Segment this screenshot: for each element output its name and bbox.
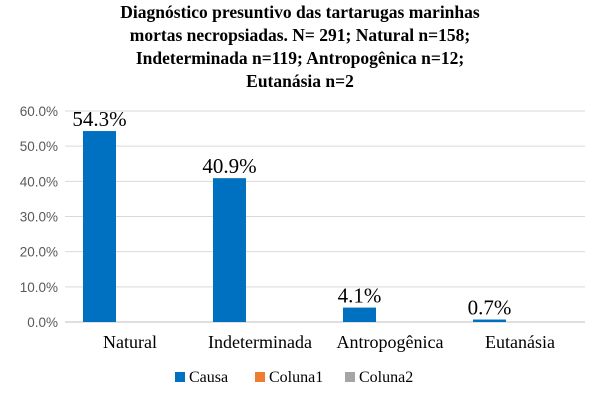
- chart-title-line-1: Diagnóstico presuntivo das tartarugas ma…: [120, 2, 480, 22]
- x-tick-label: Antropogênica: [337, 332, 444, 352]
- x-tick-label: Eutanásia: [485, 332, 555, 352]
- bar: [473, 319, 506, 322]
- bar: [343, 307, 376, 322]
- legend-label: Causa: [189, 369, 228, 386]
- bars: [83, 131, 506, 322]
- y-axis-ticks: 0.0% 10.0% 20.0% 30.0% 40.0% 50.0% 60.0%: [20, 104, 58, 330]
- legend: Causa Coluna1 Coluna2: [175, 369, 413, 386]
- chart-title-line-4: Eutanásia n=2: [246, 71, 354, 91]
- legend-label: Coluna1: [269, 369, 323, 386]
- y-tick-label: 0.0%: [27, 315, 58, 330]
- chart-title: Diagnóstico presuntivo das tartarugas ma…: [120, 2, 480, 91]
- y-tick-label: 60.0%: [20, 104, 58, 119]
- chart-title-line-3: Indeterminada n=119; Antropogênica n=12;: [136, 48, 464, 68]
- legend-swatch: [255, 372, 265, 382]
- legend-label: Coluna2: [359, 369, 413, 386]
- bar: [83, 131, 116, 322]
- x-tick-label: Natural: [103, 332, 157, 352]
- data-labels: 54.3% 40.9% 4.1% 0.7%: [72, 107, 511, 319]
- data-label: 54.3%: [72, 107, 126, 131]
- chart-title-line-2: mortas necropsiadas. N= 291; Natural n=1…: [130, 25, 470, 45]
- legend-swatch: [345, 372, 355, 382]
- x-axis-ticks: Natural Indeterminada Antropogênica Eutanás…: [103, 332, 555, 352]
- legend-swatch: [175, 372, 185, 382]
- data-label: 40.9%: [202, 154, 256, 178]
- y-tick-label: 30.0%: [20, 210, 58, 225]
- data-label: 0.7%: [468, 296, 512, 320]
- bar: [213, 178, 246, 322]
- gridlines: [65, 110, 585, 323]
- data-label: 4.1%: [338, 284, 382, 308]
- y-tick-label: 40.0%: [20, 174, 58, 189]
- y-tick-label: 20.0%: [20, 245, 58, 260]
- y-tick-label: 50.0%: [20, 139, 58, 154]
- x-tick-label: Indeterminada: [208, 332, 312, 352]
- y-tick-label: 10.0%: [20, 280, 58, 295]
